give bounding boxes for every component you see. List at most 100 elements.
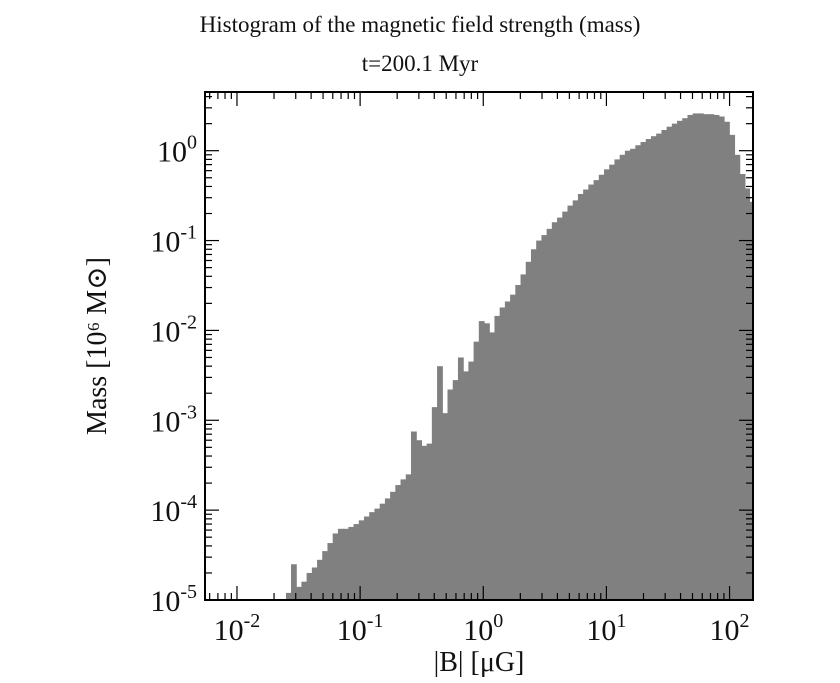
tick-label: 100 [157,132,197,169]
histogram-bar [499,307,506,600]
histogram-bar [749,201,754,600]
chart-title: Histogram of the magnetic field strength… [199,12,641,37]
histogram-bar [687,114,694,600]
histogram-bar [311,567,318,600]
tick-label-exponent: 2 [740,610,750,632]
histogram-bar [546,228,553,601]
histogram-bar [551,222,558,600]
histogram-bar [291,564,297,600]
histogram-bar [729,134,736,600]
histogram-bar [619,154,626,600]
histogram-bar [452,380,459,600]
histogram-bar [421,445,428,600]
histogram-bar [562,211,569,601]
histogram-bar [510,294,516,600]
histogram-bar [525,261,532,600]
histogram-bar [557,217,563,601]
tick-label-base: 10 [586,614,616,647]
histogram-bar [650,136,657,600]
histogram-bar [447,389,454,600]
tick-label-exponent: 1 [616,610,626,632]
histogram-bar [489,332,496,600]
histogram-bar [405,474,412,600]
axis-ticks [205,92,753,601]
histogram-bar [348,526,355,600]
tick-label-base: 10 [214,614,244,647]
histogram-bar [682,118,689,600]
histogram-bar [301,581,308,600]
histogram-bar [609,164,616,600]
tick-label-base: 10 [150,585,180,618]
histogram-bar [494,315,501,600]
histogram-bar [285,592,292,600]
tick-label-exponent: -2 [180,311,197,333]
histogram-bar [337,528,344,600]
tick-label: 10-2 [150,311,197,348]
histogram-bar [713,114,720,600]
tick-label: 10-1 [150,222,197,259]
histogram-bar [724,121,730,600]
histogram-bar [645,138,652,601]
histogram-bar [697,113,704,601]
histogram-bar [504,301,511,600]
histogram-bar [410,431,417,600]
tick-label: 10-2 [214,610,261,647]
histogram-bar [567,205,574,600]
histogram-bar [327,543,334,600]
histogram-bar [390,491,396,600]
histogram-bar [656,133,663,600]
histogram-bar [437,366,443,600]
histogram-bar [671,123,678,600]
histogram-bar [614,159,621,600]
histogram-bar [577,193,584,600]
tick-label: 10-1 [337,610,384,647]
histogram-bar [520,274,527,600]
x-tick-labels: 10-2 10-1 100 101 102 [214,610,750,647]
histogram-bar [635,145,642,601]
tick-label-exponent: -1 [367,610,384,632]
chart-subtitle: t=200.1 Myr [361,51,479,76]
tick-label: 10-5 [150,581,197,618]
tick-label: 10-4 [150,491,197,528]
histogram-bar [400,479,407,600]
histogram-bar [515,285,522,600]
histogram-bars [285,113,754,601]
tick-label-exponent: -1 [180,222,197,244]
histogram-bar [484,323,490,600]
histogram-bar [604,169,610,601]
histogram-bar [416,440,423,600]
histogram-bar [343,528,349,600]
tick-label-base: 10 [710,614,740,647]
histogram-bar [583,189,589,600]
histogram-bar [322,551,329,600]
histogram-bar [317,559,323,600]
histogram-bar [666,126,673,600]
histogram-bar [530,249,537,600]
histogram-bar [379,503,386,600]
tick-label-base: 10 [150,495,180,528]
histogram-bar [431,407,438,600]
histogram-bar [364,516,370,600]
x-axis-label: |B| [μG] [434,647,525,678]
tick-label: 100 [463,610,503,647]
tick-label-base: 10 [157,136,187,169]
tick-label-base: 10 [150,315,180,348]
histogram-bar [572,200,579,600]
histogram-bar [588,184,595,600]
histogram-bar [306,572,313,600]
histogram-bar [463,371,469,600]
tick-label-exponent: -4 [180,491,197,513]
y-axis-label: Mass [10⁶ M⊙] [82,257,113,435]
histogram-bar [468,361,475,600]
histogram-bar [703,114,709,600]
histogram-bar [353,524,360,600]
histogram-bar [677,120,683,600]
histogram-bar [358,520,365,600]
histogram-bar [369,512,376,600]
histogram-bar [473,341,480,600]
histogram-bar [296,586,303,600]
histogram-bar [478,321,485,600]
tick-label: 10-3 [150,401,197,438]
histogram-bar [739,174,746,600]
